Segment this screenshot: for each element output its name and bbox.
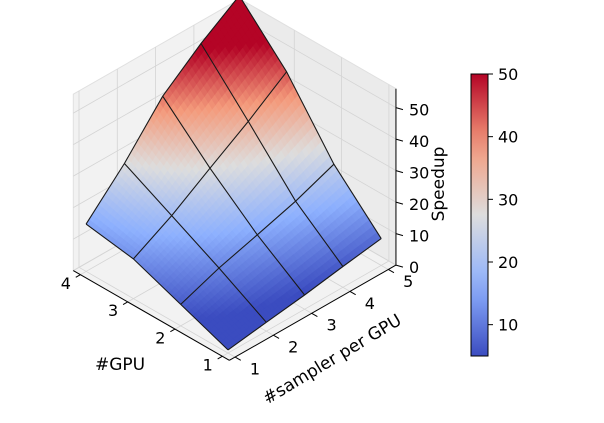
z-tick-label: 40 bbox=[409, 132, 429, 151]
y-tick-label: 3 bbox=[326, 316, 336, 335]
colorbar-tick-label: 40 bbox=[498, 128, 518, 147]
y-tick-label: 5 bbox=[403, 272, 413, 291]
x-tick-mark bbox=[75, 274, 81, 278]
y-tick-label: 2 bbox=[288, 338, 298, 357]
y-tick-label: 1 bbox=[250, 360, 260, 379]
z-tick-mark bbox=[395, 170, 404, 174]
tick-labels: 1 2 3 4 1 2 3 4 50 10 20 30 40 50 bbox=[61, 101, 430, 379]
z-tick-mark bbox=[395, 201, 404, 205]
x-tick-label: 1 bbox=[203, 356, 213, 375]
surface-mesh bbox=[85, 0, 382, 351]
x-axis-line bbox=[73, 270, 230, 361]
z-tick-label: 50 bbox=[409, 101, 429, 120]
y-tick-mark bbox=[311, 312, 318, 317]
x-tick-label: 4 bbox=[61, 274, 71, 293]
surface-wire-sampler bbox=[241, 0, 382, 239]
z-axis-label: Speedup bbox=[429, 147, 449, 222]
surface-wire-sampler bbox=[123, 163, 267, 323]
z-tick-label: 30 bbox=[409, 164, 429, 183]
colorbar-tick-label: 20 bbox=[498, 253, 518, 272]
surface-wire-sampler bbox=[85, 223, 229, 351]
surface-wire-sampler bbox=[200, 43, 344, 267]
x-tick-mark bbox=[122, 301, 128, 305]
surface-wire-sampler bbox=[162, 95, 306, 296]
z-tick-mark bbox=[395, 138, 404, 142]
x-tick-mark bbox=[170, 328, 176, 333]
y-tick-mark bbox=[388, 269, 395, 274]
x-axis-label: #GPU bbox=[95, 355, 145, 375]
z-tick-mark bbox=[395, 107, 404, 111]
z-tick-mark bbox=[395, 233, 404, 237]
y-tick-mark bbox=[273, 334, 280, 339]
x-tick-label: 2 bbox=[155, 328, 165, 347]
colorbar: 10 20 30 40 50 bbox=[470, 65, 518, 357]
z-tick-label: 10 bbox=[409, 227, 429, 246]
z-tick-mark bbox=[395, 264, 404, 268]
y-tick-label: 4 bbox=[365, 294, 375, 313]
x-tick-label: 3 bbox=[108, 301, 118, 320]
colorbar-gradient bbox=[470, 73, 489, 357]
x-tick-mark bbox=[217, 355, 223, 360]
colorbar-tick-label: 10 bbox=[498, 316, 518, 335]
colorbar-tick-label: 50 bbox=[498, 65, 518, 84]
y-tick-mark bbox=[234, 356, 242, 361]
y-tick-mark bbox=[349, 290, 356, 296]
axis-lines bbox=[73, 88, 404, 361]
z-tick-label: 20 bbox=[409, 195, 429, 214]
z-tick-label: 0 bbox=[409, 258, 419, 277]
y-axis-line bbox=[229, 264, 397, 361]
colorbar-tick-label: 30 bbox=[498, 190, 518, 209]
